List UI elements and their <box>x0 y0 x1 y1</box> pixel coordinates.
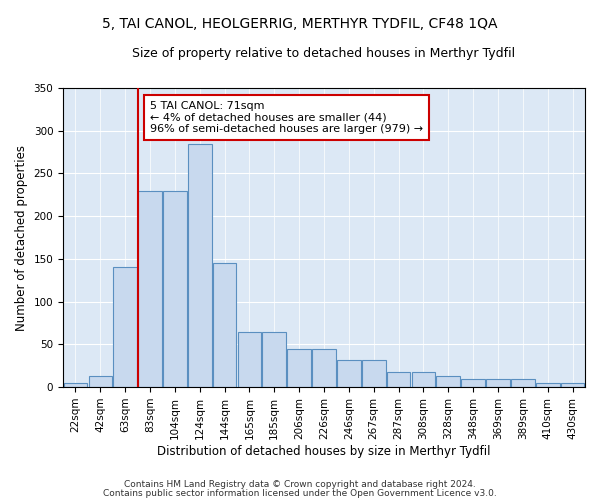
Bar <box>188 144 212 387</box>
Bar <box>387 372 410 387</box>
Bar <box>362 360 386 387</box>
Bar <box>163 190 187 387</box>
Bar <box>312 348 336 387</box>
Bar <box>238 332 261 387</box>
Bar <box>287 348 311 387</box>
Bar <box>561 383 584 387</box>
Bar <box>138 190 162 387</box>
Bar <box>213 263 236 387</box>
Bar <box>511 380 535 387</box>
Bar <box>64 383 87 387</box>
Title: Size of property relative to detached houses in Merthyr Tydfil: Size of property relative to detached ho… <box>133 48 515 60</box>
Text: Contains public sector information licensed under the Open Government Licence v3: Contains public sector information licen… <box>103 488 497 498</box>
Text: Contains HM Land Registry data © Crown copyright and database right 2024.: Contains HM Land Registry data © Crown c… <box>124 480 476 489</box>
Bar <box>536 383 560 387</box>
X-axis label: Distribution of detached houses by size in Merthyr Tydfil: Distribution of detached houses by size … <box>157 444 491 458</box>
Bar <box>461 378 485 387</box>
Text: 5 TAI CANOL: 71sqm
← 4% of detached houses are smaller (44)
96% of semi-detached: 5 TAI CANOL: 71sqm ← 4% of detached hous… <box>150 101 423 134</box>
Bar <box>113 268 137 387</box>
Text: 5, TAI CANOL, HEOLGERRIG, MERTHYR TYDFIL, CF48 1QA: 5, TAI CANOL, HEOLGERRIG, MERTHYR TYDFIL… <box>102 18 498 32</box>
Bar <box>89 376 112 387</box>
Bar <box>412 372 435 387</box>
Bar <box>436 376 460 387</box>
Bar <box>262 332 286 387</box>
Y-axis label: Number of detached properties: Number of detached properties <box>15 144 28 330</box>
Bar <box>486 380 510 387</box>
Bar <box>337 360 361 387</box>
